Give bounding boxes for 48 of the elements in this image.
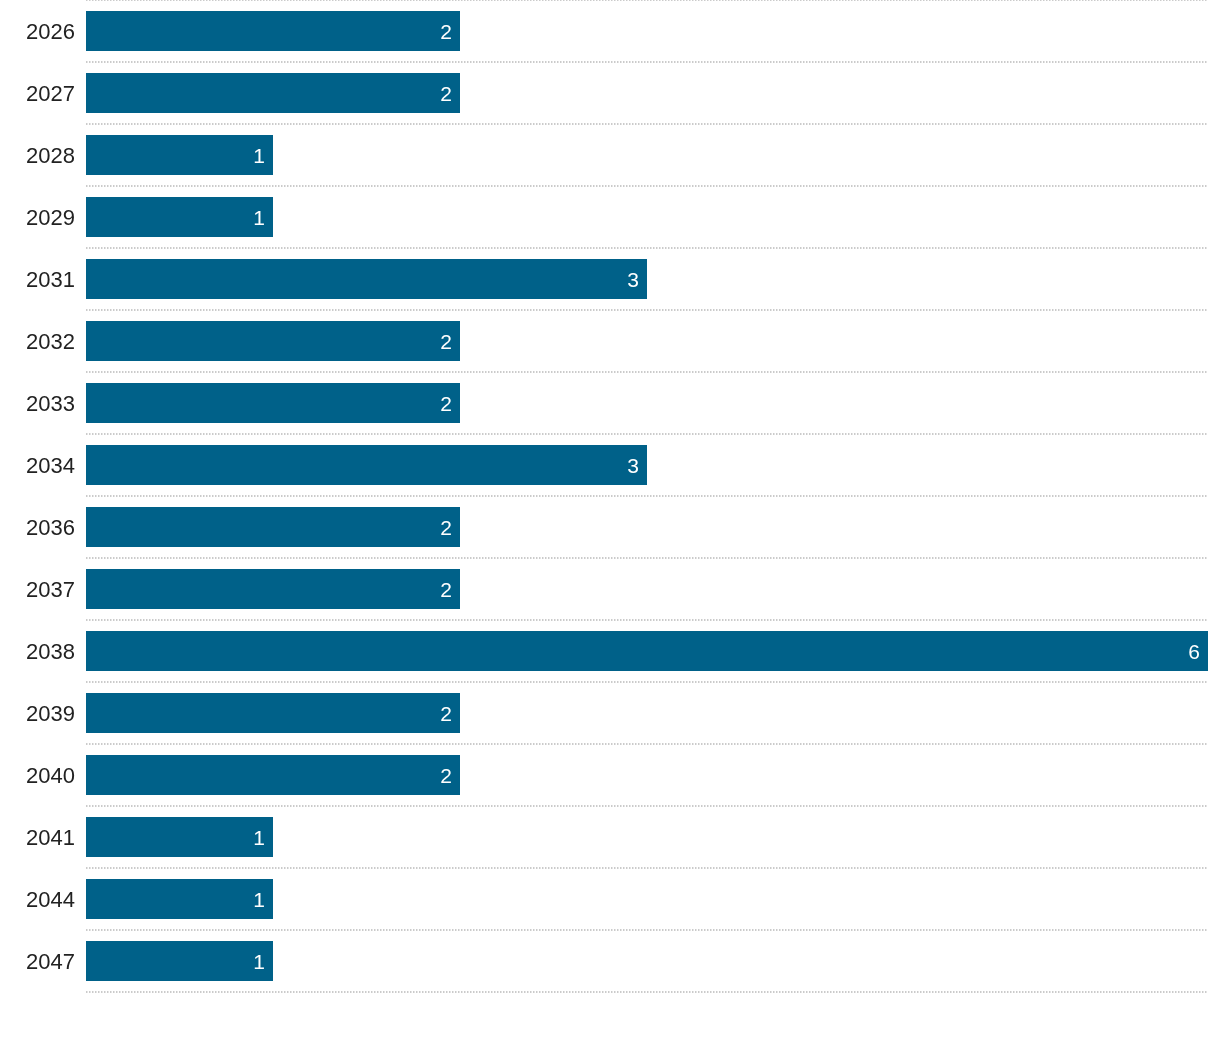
bar [86, 631, 1208, 671]
bar [86, 569, 460, 609]
y-tick-label: 2047 [26, 948, 75, 974]
data-label: 2 [440, 329, 452, 353]
bar [86, 321, 460, 361]
y-tick-label: 2039 [26, 700, 75, 726]
data-label: 3 [627, 453, 639, 477]
bar [86, 135, 273, 175]
y-tick-label: 2034 [26, 452, 75, 478]
bar [86, 445, 647, 485]
data-label: 2 [440, 19, 452, 43]
data-label: 2 [440, 577, 452, 601]
bar [86, 941, 273, 981]
data-label: 1 [253, 887, 265, 911]
y-tick-label: 2044 [26, 886, 75, 912]
y-tick-label: 2028 [26, 142, 75, 168]
y-tick-label: 2026 [26, 18, 75, 44]
y-tick-label: 2041 [26, 824, 75, 850]
y-tick-label: 2037 [26, 576, 75, 602]
y-tick-label: 2029 [26, 204, 75, 230]
y-tick-label: 2033 [26, 390, 75, 416]
bar [86, 817, 273, 857]
y-tick-label: 2032 [26, 328, 75, 354]
y-tick-label: 2040 [26, 762, 75, 788]
bar [86, 259, 647, 299]
bar [86, 693, 460, 733]
y-tick-label: 2038 [26, 638, 75, 664]
data-label: 2 [440, 81, 452, 105]
data-label: 1 [253, 825, 265, 849]
bar [86, 73, 460, 113]
y-tick-label: 2036 [26, 514, 75, 540]
data-label: 2 [440, 763, 452, 787]
bar [86, 383, 460, 423]
bar [86, 11, 460, 51]
bar [86, 197, 273, 237]
data-label: 1 [253, 143, 265, 167]
data-label: 2 [440, 391, 452, 415]
data-label: 1 [253, 949, 265, 973]
bar [86, 755, 460, 795]
data-label: 3 [627, 267, 639, 291]
bar [86, 507, 460, 547]
data-label: 2 [440, 515, 452, 539]
bar [86, 879, 273, 919]
y-tick-label: 2027 [26, 80, 75, 106]
y-tick-label: 2031 [26, 266, 75, 292]
data-label: 6 [1188, 639, 1200, 663]
data-label: 2 [440, 701, 452, 725]
data-label: 1 [253, 205, 265, 229]
